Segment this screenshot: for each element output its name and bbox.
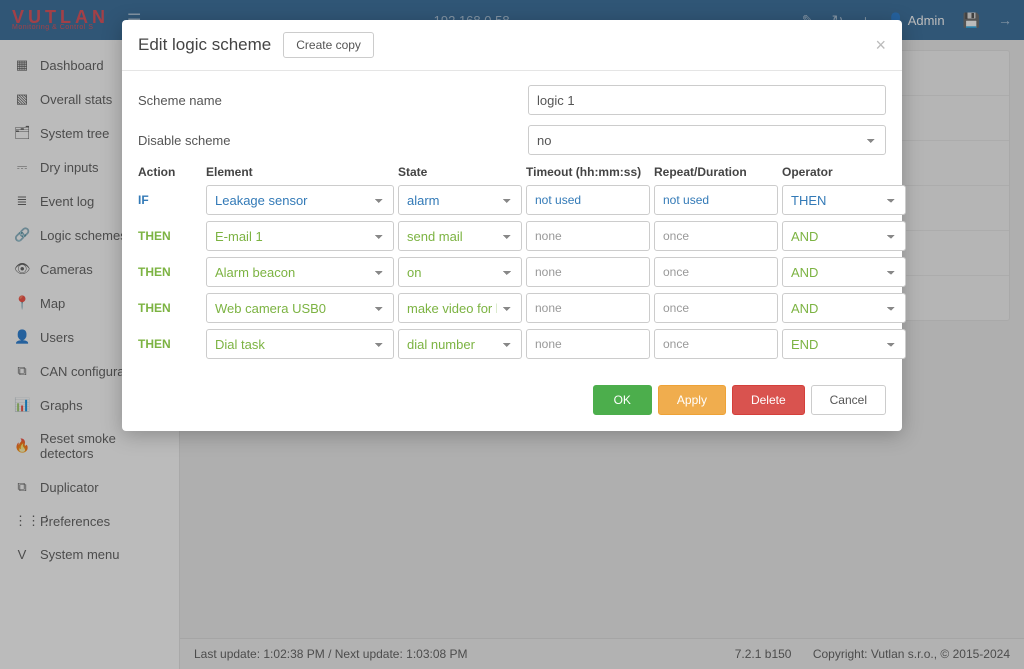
modal-body: Scheme name Disable scheme no Action Ele…: [122, 71, 902, 375]
state-select[interactable]: send mail: [398, 221, 522, 251]
timeout-field[interactable]: none: [526, 257, 650, 287]
logic-row: THENAlarm beacononnoneonceAND: [138, 257, 886, 287]
operator-select[interactable]: THEN: [782, 185, 906, 215]
logic-row: IFLeakage sensoralarmnot usednot usedTHE…: [138, 185, 886, 215]
scheme-name-input[interactable]: [528, 85, 886, 115]
hdr-state: State: [398, 165, 522, 179]
element-select[interactable]: E-mail 1: [206, 221, 394, 251]
hdr-timeout: Timeout (hh:mm:ss): [526, 165, 650, 179]
timeout-field[interactable]: none: [526, 293, 650, 323]
cancel-button[interactable]: Cancel: [811, 385, 886, 415]
modal-title: Edit logic scheme: [138, 35, 271, 55]
timeout-field[interactable]: none: [526, 329, 650, 359]
hdr-operator: Operator: [782, 165, 906, 179]
state-select[interactable]: on: [398, 257, 522, 287]
modal-footer: OK Apply Delete Cancel: [122, 375, 902, 431]
element-select[interactable]: Alarm beacon: [206, 257, 394, 287]
timeout-field[interactable]: none: [526, 221, 650, 251]
create-copy-button[interactable]: Create copy: [283, 32, 374, 58]
action-label: IF: [138, 193, 202, 207]
grid-header: Action Element State Timeout (hh:mm:ss) …: [138, 165, 886, 179]
grid-rows: IFLeakage sensoralarmnot usednot usedTHE…: [138, 185, 886, 359]
element-select[interactable]: Leakage sensor: [206, 185, 394, 215]
element-select[interactable]: Web camera USB0: [206, 293, 394, 323]
repeat-field[interactable]: once: [654, 293, 778, 323]
action-label: THEN: [138, 229, 202, 243]
scheme-name-label: Scheme name: [138, 93, 528, 108]
repeat-field[interactable]: once: [654, 329, 778, 359]
disable-scheme-select[interactable]: no: [528, 125, 886, 155]
modal-header: Edit logic scheme Create copy ×: [122, 20, 902, 71]
operator-select[interactable]: AND: [782, 293, 906, 323]
operator-select[interactable]: AND: [782, 221, 906, 251]
repeat-field[interactable]: once: [654, 221, 778, 251]
action-label: THEN: [138, 265, 202, 279]
state-select[interactable]: dial number: [398, 329, 522, 359]
disable-scheme-label: Disable scheme: [138, 133, 528, 148]
disable-scheme-row: Disable scheme no: [138, 125, 886, 155]
repeat-field[interactable]: once: [654, 257, 778, 287]
timeout-field[interactable]: not used: [526, 185, 650, 215]
apply-button[interactable]: Apply: [658, 385, 726, 415]
delete-button[interactable]: Delete: [732, 385, 805, 415]
state-select[interactable]: alarm: [398, 185, 522, 215]
operator-select[interactable]: END: [782, 329, 906, 359]
hdr-repeat: Repeat/Duration: [654, 165, 778, 179]
logic-row: THENE-mail 1send mailnoneonceAND: [138, 221, 886, 251]
repeat-field[interactable]: not used: [654, 185, 778, 215]
close-icon[interactable]: ×: [875, 35, 886, 56]
element-select[interactable]: Dial task: [206, 329, 394, 359]
scheme-name-row: Scheme name: [138, 85, 886, 115]
logic-row: THENDial taskdial numbernoneonceEND: [138, 329, 886, 359]
hdr-element: Element: [206, 165, 394, 179]
action-label: THEN: [138, 337, 202, 351]
state-select[interactable]: make video for log: [398, 293, 522, 323]
operator-select[interactable]: AND: [782, 257, 906, 287]
hdr-action: Action: [138, 165, 202, 179]
logic-row: THEN Web camera USB0make video for lognon…: [138, 293, 886, 323]
ok-button[interactable]: OK: [593, 385, 652, 415]
action-label: THEN: [138, 301, 202, 315]
edit-logic-modal: Edit logic scheme Create copy × Scheme n…: [122, 20, 902, 431]
